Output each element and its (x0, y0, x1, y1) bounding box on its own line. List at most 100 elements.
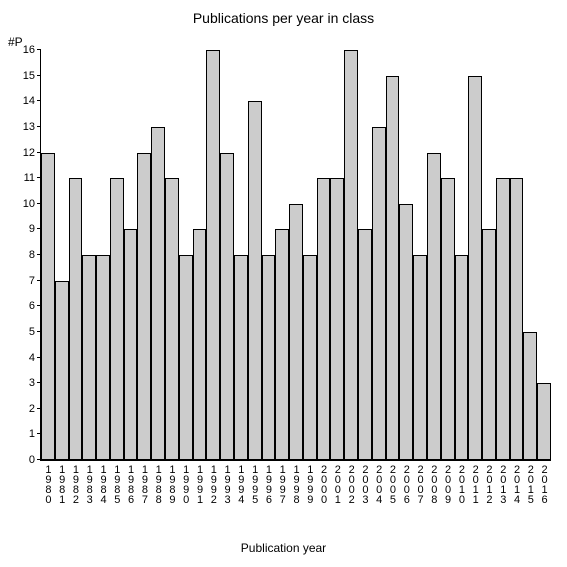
x-tick-label: 1996 (263, 460, 274, 504)
x-tick-label: 1992 (208, 460, 219, 504)
x-axis-label: Publication year (0, 541, 567, 555)
bar (413, 255, 427, 460)
y-tick-label: 5 (29, 326, 41, 338)
x-tick-label: 1999 (304, 460, 315, 504)
chart-container: Publications per year in class #P 012345… (0, 0, 567, 567)
y-tick-label: 11 (24, 172, 41, 184)
bar (179, 255, 193, 460)
x-tick-label: 2007 (415, 460, 426, 504)
x-tick-label: 2012 (483, 460, 494, 504)
bar (82, 255, 96, 460)
y-tick-label: 15 (23, 70, 41, 82)
y-axis-label: #P (8, 35, 23, 49)
bar (165, 178, 179, 460)
bar (372, 127, 386, 460)
x-tick-label: 2011 (470, 460, 481, 504)
bar (455, 255, 469, 460)
bar (303, 255, 317, 460)
x-tick-label: 1994 (235, 460, 246, 504)
x-tick-label: 1984 (98, 460, 109, 504)
x-tick-label: 1982 (70, 460, 81, 504)
x-tick-label: 1985 (111, 460, 122, 504)
bar (220, 153, 234, 461)
y-tick-label: 13 (23, 121, 41, 133)
y-tick-label: 6 (29, 300, 41, 312)
bar (386, 76, 400, 460)
bar (96, 255, 110, 460)
y-tick-label: 9 (29, 223, 41, 235)
y-tick-label: 12 (23, 147, 41, 159)
x-tick-label: 2010 (456, 460, 467, 504)
x-tick-label: 2001 (332, 460, 343, 504)
y-tick-label: 1 (29, 428, 41, 440)
x-tick-label: 2005 (387, 460, 398, 504)
y-tick-label: 14 (23, 95, 41, 107)
x-tick-label: 2000 (318, 460, 329, 504)
x-tick-label: 2014 (511, 460, 522, 504)
y-tick-label: 7 (29, 275, 41, 287)
x-tick-label: 1993 (222, 460, 233, 504)
x-tick-label: 2016 (539, 460, 550, 504)
x-tick-label: 1981 (56, 460, 67, 504)
bar (523, 332, 537, 460)
bar (496, 178, 510, 460)
bar (248, 101, 262, 460)
bar (137, 153, 151, 461)
x-tick-label: 2002 (346, 460, 357, 504)
x-tick-label: 2006 (401, 460, 412, 504)
bar (399, 204, 413, 460)
bar (537, 383, 551, 460)
y-tick-label: 4 (29, 352, 41, 364)
x-tick-label: 1990 (180, 460, 191, 504)
x-tick-label: 1986 (125, 460, 136, 504)
x-tick-label: 2013 (497, 460, 508, 504)
x-tick-label: 1989 (166, 460, 177, 504)
chart-title: Publications per year in class (0, 10, 567, 26)
bar (358, 229, 372, 460)
y-tick-mark (37, 75, 41, 76)
bar (124, 229, 138, 460)
bar (206, 50, 220, 460)
x-tick-label: 1997 (277, 460, 288, 504)
y-tick-label: 10 (23, 198, 41, 210)
x-tick-label: 2003 (359, 460, 370, 504)
y-tick-label: 0 (29, 454, 41, 466)
x-tick-label: 1998 (291, 460, 302, 504)
y-tick-mark (37, 100, 41, 101)
x-tick-label: 2004 (373, 460, 384, 504)
bar (234, 255, 248, 460)
bar (275, 229, 289, 460)
bar (151, 127, 165, 460)
bar (55, 281, 69, 460)
y-tick-label: 2 (29, 403, 41, 415)
bar (441, 178, 455, 460)
x-tick-label: 2015 (525, 460, 536, 504)
y-tick-label: 8 (29, 249, 41, 261)
bar (330, 178, 344, 460)
x-tick-label: 1987 (139, 460, 150, 504)
bar (193, 229, 207, 460)
plot-area: 0123456789101112131415161980198119821983… (40, 50, 551, 461)
bar (69, 178, 83, 460)
bar (262, 255, 276, 460)
x-tick-label: 1983 (84, 460, 95, 504)
x-tick-label: 1995 (249, 460, 260, 504)
x-tick-label: 2008 (428, 460, 439, 504)
x-tick-label: 1991 (194, 460, 205, 504)
y-tick-label: 16 (23, 44, 41, 56)
x-tick-label: 1988 (153, 460, 164, 504)
bar (317, 178, 331, 460)
bar (510, 178, 524, 460)
bar (344, 50, 358, 460)
bar (110, 178, 124, 460)
y-tick-mark (37, 126, 41, 127)
bar (289, 204, 303, 460)
bar (468, 76, 482, 460)
y-tick-mark (37, 49, 41, 50)
x-tick-label: 1980 (42, 460, 53, 504)
bar (482, 229, 496, 460)
bar (427, 153, 441, 461)
bar (41, 153, 55, 461)
x-tick-label: 2009 (442, 460, 453, 504)
y-tick-label: 3 (29, 377, 41, 389)
